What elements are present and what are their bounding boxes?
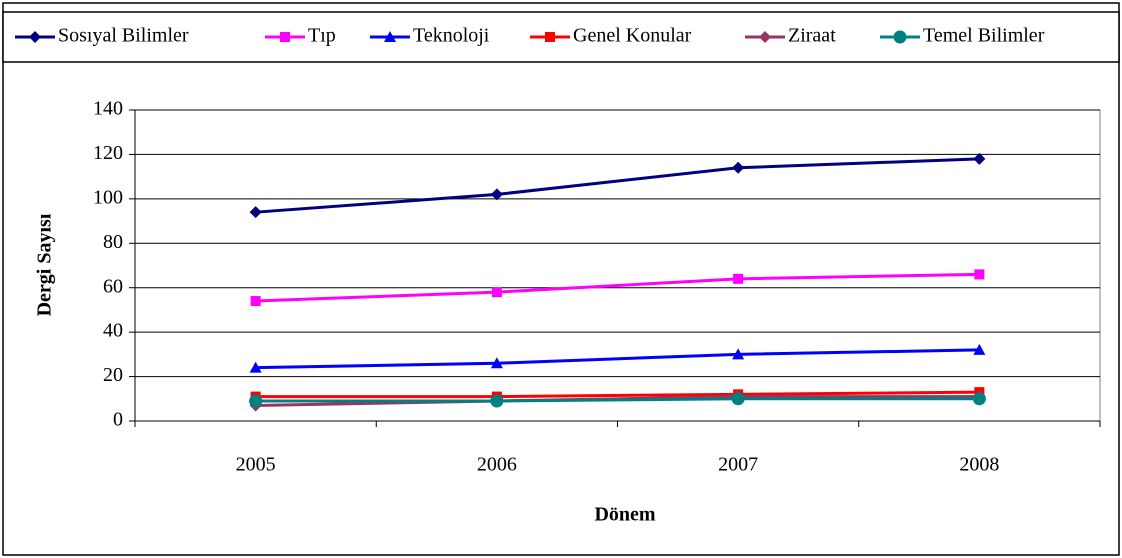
marker [249,206,262,219]
x-tick-label: 2006 [477,454,517,476]
series-line [255,272,980,303]
marker [490,188,503,201]
marker [491,287,502,298]
marker [29,31,41,43]
legend-label: Sosıyal Bilimler [58,25,189,47]
x-tick-label: 2005 [236,454,276,476]
y-axis-label: Dergi Sayısı [34,213,56,316]
x-tick-label: 2008 [959,454,999,476]
marker [249,394,263,408]
marker [974,269,985,280]
marker [972,392,986,406]
marker [759,31,771,43]
y-tick-label: 40 [103,320,123,342]
marker [732,348,745,360]
marker [249,361,262,373]
series-line [255,157,980,214]
marker [384,31,396,42]
legend-label: Ziraat [788,25,836,47]
marker [490,357,503,369]
legend-label: Genel Konular [573,25,692,47]
legend-label: Teknoloji [413,25,490,47]
marker [490,394,504,408]
marker [732,161,745,174]
y-tick-label: 120 [93,142,123,164]
marker [973,152,986,165]
y-tick-label: 60 [103,275,123,297]
marker [250,296,261,307]
series-line [255,390,980,399]
x-tick-label: 2007 [718,454,758,476]
plot-area [134,109,1101,422]
marker [545,32,555,42]
y-tick-label: 80 [103,231,123,253]
marker [280,32,290,42]
y-tick-label: 100 [93,186,123,208]
marker [973,343,986,355]
y-tick-label: 20 [103,364,123,386]
marker [731,392,745,406]
legend-label: Tıp [308,25,336,47]
legend-label: Temel Bilimler [923,25,1045,47]
x-axis-label: Dönem [594,504,655,526]
marker [893,30,907,44]
y-tick-label: 0 [113,409,123,431]
series-line [255,348,980,370]
series-line [255,397,980,403]
y-tick-label: 140 [93,98,123,120]
marker [733,273,744,284]
